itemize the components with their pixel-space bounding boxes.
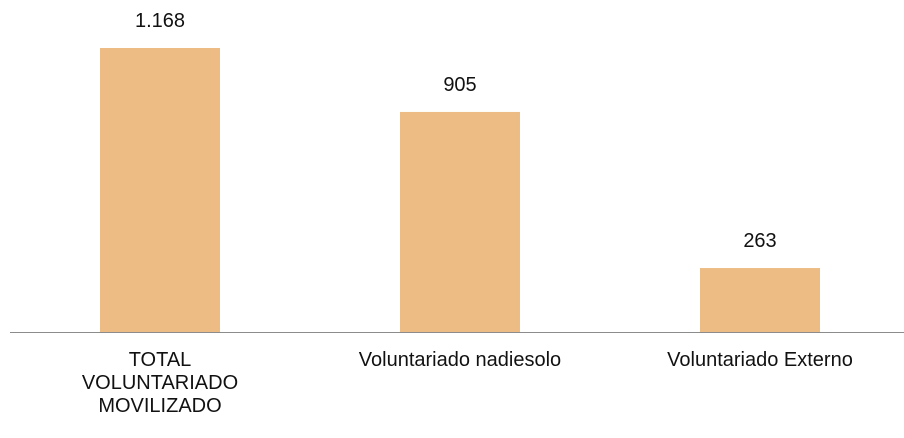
bar — [400, 111, 520, 332]
bar — [700, 268, 820, 332]
x-tick-label: TOTAL VOLUNTARIADO MOVILIZADO — [81, 349, 239, 417]
value-label: 905 — [443, 73, 477, 96]
value-label: 263 — [743, 230, 777, 253]
x-tick-label: Voluntariado nadiesolo — [358, 349, 562, 371]
x-tick-label: Voluntariado Externo — [667, 349, 853, 371]
bar — [100, 48, 220, 332]
value-label: 1.168 — [134, 10, 186, 32]
